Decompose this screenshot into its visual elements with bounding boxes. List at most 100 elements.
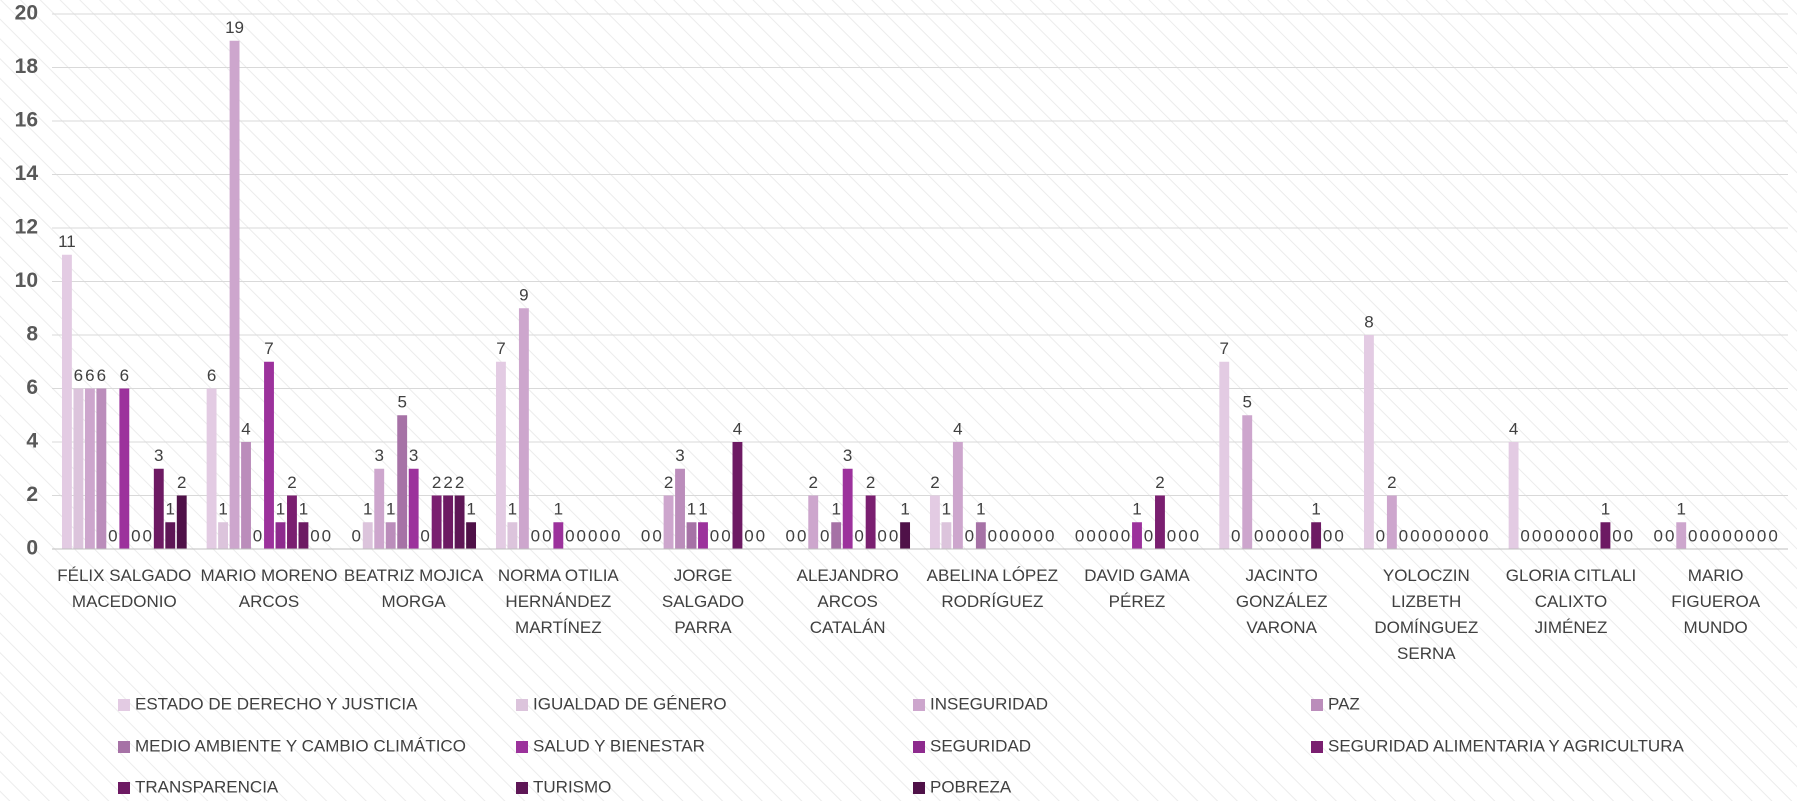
- legend-swatch: [1311, 699, 1323, 711]
- data-label: 0: [310, 526, 319, 545]
- bar: [466, 522, 477, 549]
- bar: [96, 388, 107, 549]
- bar: [952, 442, 963, 549]
- bar: [443, 495, 454, 549]
- x-tick-label: FÉLIX SALGADO MACEDONIO: [57, 566, 192, 611]
- data-label: 0: [1520, 526, 1529, 545]
- data-label: 0: [652, 526, 661, 545]
- data-label: 0: [786, 526, 795, 545]
- data-label: 0: [877, 526, 886, 545]
- x-tick-label: NORMA OTILIA HERNÁNDEZ MARTÍNEZ: [497, 566, 619, 637]
- bar: [1386, 495, 1397, 549]
- bar: [374, 468, 385, 549]
- data-label: 0: [352, 526, 361, 545]
- legend-label: TURISMO: [533, 777, 611, 796]
- data-label: 0: [710, 526, 719, 545]
- data-label: 0: [988, 526, 997, 545]
- data-label: 6: [97, 366, 106, 385]
- y-tick-label: 18: [15, 55, 39, 78]
- bar: [831, 522, 842, 549]
- data-label: 0: [1022, 526, 1031, 545]
- data-label: 1: [698, 500, 707, 519]
- x-tick-label: YOLOCZIN LIZBETH DOMÍNGUEZ SERNA: [1374, 566, 1479, 663]
- bar: [1242, 415, 1253, 549]
- data-label: 2: [664, 473, 673, 492]
- legend-label: INSEGURIDAD: [930, 694, 1048, 713]
- bar: [698, 522, 708, 549]
- bar: [165, 522, 176, 549]
- data-label: 0: [1121, 526, 1130, 545]
- data-label: 0: [1711, 526, 1720, 545]
- data-label: 3: [843, 446, 852, 465]
- bar: [842, 468, 853, 549]
- legend-label: SALUD Y BIENESTAR: [533, 736, 705, 755]
- x-tick-label: GLORIA CITLALI CALIXTO JIMÉNEZ: [1505, 566, 1637, 637]
- data-label: 1: [554, 500, 563, 519]
- bar: [1363, 335, 1374, 549]
- data-label: 0: [756, 526, 765, 545]
- data-label: 0: [1612, 526, 1621, 545]
- bar: [1132, 522, 1142, 549]
- bar: [507, 522, 518, 549]
- bar: [495, 361, 506, 549]
- legend-label: PAZ: [1328, 694, 1360, 713]
- data-label: 0: [1231, 526, 1240, 545]
- data-label: 0: [1034, 526, 1043, 545]
- bar: [1311, 522, 1322, 549]
- data-label: 1: [942, 500, 951, 519]
- data-label: 2: [930, 473, 939, 492]
- x-tick-label: JACINTO GONZÁLEZ VARONA: [1235, 566, 1328, 637]
- bar: [1600, 522, 1611, 549]
- legend-label: MEDIO AMBIENTE Y CAMBIO CLIMÁTICO: [135, 736, 466, 755]
- data-label: 4: [241, 419, 250, 438]
- data-label: 0: [1167, 526, 1176, 545]
- bar: [431, 495, 442, 549]
- data-label: 0: [820, 526, 829, 545]
- bar: [663, 495, 674, 549]
- data-label: 1: [218, 500, 227, 519]
- data-label: 0: [1566, 526, 1575, 545]
- data-label: 0: [542, 526, 551, 545]
- bar: [264, 361, 274, 549]
- data-label: 0: [143, 526, 152, 545]
- data-label: 2: [432, 473, 441, 492]
- data-label: 0: [1098, 526, 1107, 545]
- bar: [929, 495, 940, 549]
- bar: [900, 522, 911, 549]
- data-label: 0: [565, 526, 574, 545]
- legend-label: IGUALDAD DE GÉNERO: [533, 694, 727, 713]
- data-label: 0: [797, 526, 806, 545]
- bar: [229, 40, 240, 549]
- data-label: 2: [443, 473, 452, 492]
- data-label: 11: [58, 232, 76, 251]
- y-tick-label: 0: [26, 537, 38, 560]
- data-label: 7: [1220, 339, 1229, 358]
- data-label: 0: [1086, 526, 1095, 545]
- bar: [153, 468, 164, 549]
- data-label: 2: [455, 473, 464, 492]
- data-label: 0: [531, 526, 540, 545]
- data-label: 0: [1768, 526, 1777, 545]
- data-label: 1: [687, 500, 696, 519]
- data-label: 6: [207, 366, 216, 385]
- bar: [454, 495, 465, 549]
- data-label: 0: [1300, 526, 1309, 545]
- data-label: 1: [508, 500, 517, 519]
- bar: [975, 522, 986, 549]
- y-tick-label: 12: [15, 216, 38, 239]
- legend-swatch: [913, 741, 925, 753]
- data-label: 0: [965, 526, 974, 545]
- data-label: 0: [322, 526, 331, 545]
- data-label: 0: [131, 526, 140, 545]
- data-label: 0: [744, 526, 753, 545]
- data-label: 0: [1190, 526, 1199, 545]
- y-tick-label: 14: [15, 162, 39, 185]
- data-label: 0: [1543, 526, 1552, 545]
- data-label: 2: [177, 473, 186, 492]
- legend-label: SEGURIDAD ALIMENTARIA Y AGRICULTURA: [1328, 736, 1684, 755]
- data-label: 1: [831, 500, 840, 519]
- data-label: 1: [900, 500, 909, 519]
- bar: [84, 388, 95, 549]
- data-label: 0: [1288, 526, 1297, 545]
- data-label: 0: [1399, 526, 1408, 545]
